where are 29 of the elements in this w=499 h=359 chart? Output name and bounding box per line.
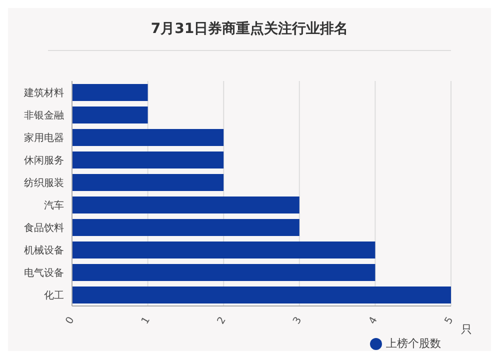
legend-label: 上榜个股数	[386, 337, 441, 350]
bar	[72, 174, 224, 191]
x-tick-label: 2	[216, 315, 228, 326]
x-tick-label: 4	[367, 315, 380, 326]
bar	[72, 106, 148, 124]
bar	[72, 196, 300, 214]
y-tick-label: 纺织服装	[24, 176, 64, 189]
bar	[72, 84, 148, 101]
bar	[72, 129, 224, 146]
x-tick-label: 0	[64, 315, 77, 326]
y-tick-label: 家用电器	[24, 132, 64, 144]
x-axis-title: 只	[461, 322, 472, 336]
bar	[72, 152, 224, 168]
chart-title: 7月31日券商重点关注行业排名	[48, 8, 451, 51]
bar	[72, 264, 376, 281]
y-tick-label: 汽车	[44, 199, 64, 212]
bar	[72, 242, 376, 258]
x-tick-label: 5	[443, 315, 456, 326]
x-tick-label: 1	[140, 315, 153, 326]
y-tick-label: 食品饮料	[24, 222, 64, 234]
bar	[72, 286, 451, 304]
x-tick-label: 3	[291, 315, 304, 326]
y-tick-label: 休闲服务	[24, 154, 64, 166]
y-tick-label: 机械设备	[24, 244, 64, 256]
bar	[72, 219, 300, 236]
y-tick-label: 电气设备	[24, 266, 64, 279]
y-tick-label: 建筑材料	[23, 86, 64, 99]
y-tick-label: 化工	[44, 289, 64, 302]
y-tick-label: 非银金融	[24, 109, 64, 122]
